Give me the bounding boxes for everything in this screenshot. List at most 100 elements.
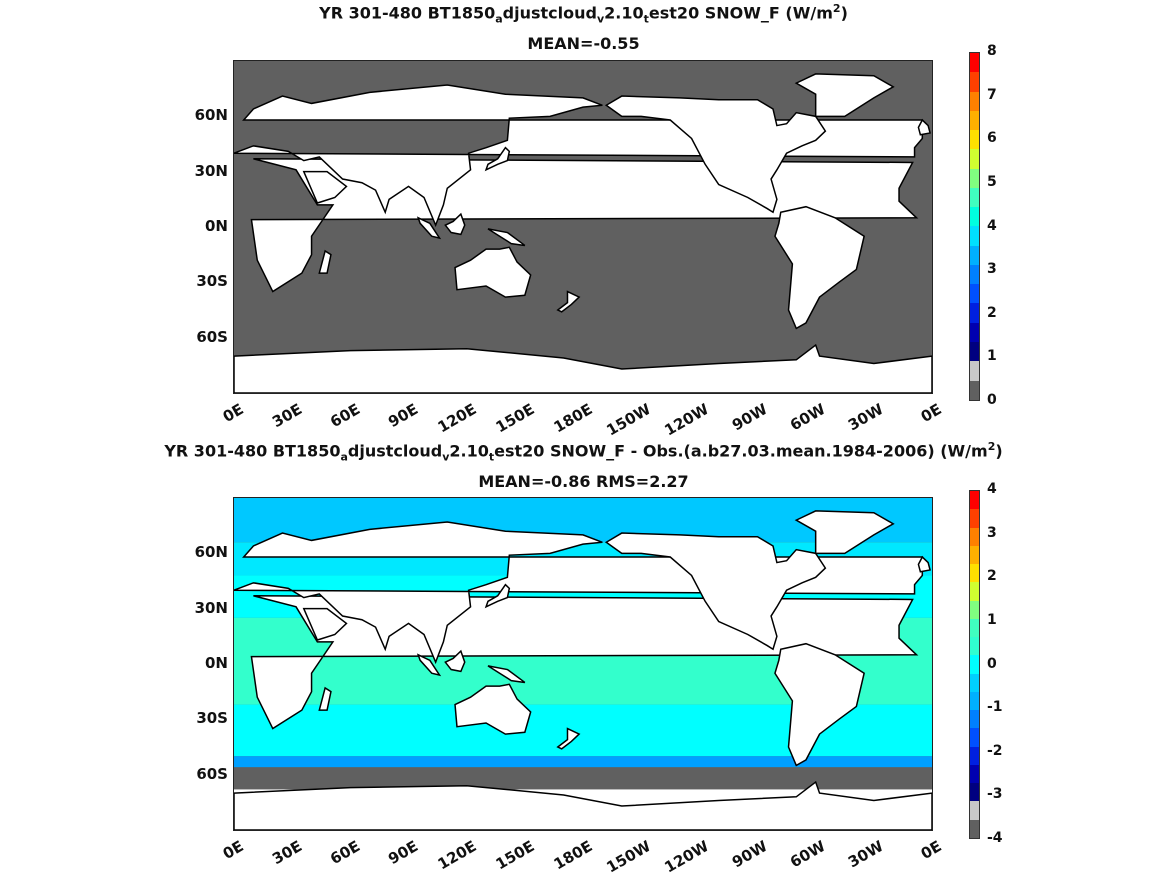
colorbar-segment xyxy=(970,130,979,150)
colorbar-tick-label: 2 xyxy=(987,304,997,321)
lat-label: 30S xyxy=(196,272,228,291)
field-band-5 xyxy=(234,756,932,768)
colorbar-tick-label: 4 xyxy=(987,217,997,234)
landmass-13 xyxy=(917,118,931,136)
panel1-subtitle: MEAN=-0.55 xyxy=(527,34,640,53)
colorbar-tick-label: 2 xyxy=(987,568,997,585)
lon-label: 90W xyxy=(729,400,771,435)
lat-label: 0N xyxy=(205,654,228,672)
colorbar-tick-label: 0 xyxy=(987,655,997,672)
lon-label: 0E xyxy=(220,400,247,426)
panel2-subtitle: MEAN=-0.86 RMS=2.27 xyxy=(478,472,689,491)
landmass-12 xyxy=(556,290,581,313)
colorbar-segment xyxy=(970,361,979,381)
lat-label: 30N xyxy=(194,161,228,180)
landmass-8 xyxy=(484,583,511,609)
colorbar-segment xyxy=(970,226,979,246)
panel1-colorbar xyxy=(969,52,980,401)
colorbar-segment xyxy=(970,564,979,583)
landmass-5 xyxy=(794,510,895,555)
landmass-4 xyxy=(604,95,827,214)
colorbar-tick-label: 0 xyxy=(987,392,997,408)
landmass-4 xyxy=(604,532,827,651)
colorbar-segment xyxy=(970,691,979,710)
colorbar-segment xyxy=(970,673,979,692)
colorbar-tick-label: 6 xyxy=(987,130,997,147)
colorbar-segment xyxy=(970,637,979,656)
colorbar-tick-label: -4 xyxy=(987,830,1003,846)
lon-label: 120E xyxy=(434,400,480,437)
lon-label: 150E xyxy=(492,837,538,874)
lon-label: 90E xyxy=(385,400,422,432)
lat-label: 60S xyxy=(196,327,228,346)
lon-label: 0E xyxy=(918,400,945,426)
landmass-13 xyxy=(917,555,931,573)
landmass-12 xyxy=(556,727,581,750)
colorbar-segment xyxy=(970,710,979,729)
landmass-11 xyxy=(487,665,526,684)
lat-label: 60N xyxy=(194,106,228,125)
colorbar-segment xyxy=(970,168,979,188)
colorbar-segment xyxy=(970,110,979,131)
colorbar-segment xyxy=(970,149,979,169)
landmass-2 xyxy=(302,607,348,641)
lon-label: 0E xyxy=(220,837,247,863)
panel2-title: YR 301-480 BT1850adjustcloudv2.10test20 … xyxy=(164,440,1003,464)
panel2-map xyxy=(233,497,933,831)
colorbar-segment xyxy=(970,322,979,342)
colorbar-segment xyxy=(970,509,979,528)
landmass-3 xyxy=(454,683,532,735)
colorbar-tick-label: 8 xyxy=(987,43,997,59)
lon-label: 120W xyxy=(661,837,713,877)
lon-label: 150E xyxy=(492,400,538,437)
colorbar-tick-label: 4 xyxy=(987,481,997,497)
lon-label: 30E xyxy=(269,837,306,869)
panel2-colorbar xyxy=(969,490,980,839)
colorbar-tick-label: 7 xyxy=(987,86,997,103)
landmass-9 xyxy=(444,649,466,673)
colorbar-segment xyxy=(970,245,979,265)
colorbar-segment xyxy=(970,187,979,208)
colorbar-segment xyxy=(970,72,979,92)
colorbar-segment xyxy=(970,746,979,765)
lat-label: 30N xyxy=(194,598,228,617)
lon-label: 30E xyxy=(269,400,306,432)
landmass-6 xyxy=(774,205,865,330)
lon-label: 30W xyxy=(845,837,887,872)
landmass-10 xyxy=(416,653,442,677)
lon-label: 90W xyxy=(729,837,771,872)
lon-label: 60W xyxy=(787,400,829,435)
colorbar-segment xyxy=(970,801,979,820)
lat-label: 0N xyxy=(205,217,228,235)
colorbar-segment xyxy=(970,728,979,747)
colorbar-tick-label: 5 xyxy=(987,173,997,190)
colorbar-segment xyxy=(970,303,979,323)
lon-label: 30W xyxy=(845,400,887,435)
field-band-6 xyxy=(234,767,932,790)
lon-label: 90E xyxy=(385,837,422,869)
panel2-map-svg xyxy=(234,498,932,830)
colorbar-segment xyxy=(970,207,979,227)
colorbar-segment xyxy=(970,527,979,546)
colorbar-segment xyxy=(970,582,979,601)
colorbar-segment xyxy=(970,618,979,637)
lat-label: 60S xyxy=(196,764,228,783)
colorbar-segment xyxy=(970,380,979,400)
colorbar-tick-label: 1 xyxy=(987,348,997,365)
landmass-14 xyxy=(318,249,332,274)
colorbar-tick-label: -2 xyxy=(987,742,1003,759)
landmass-14 xyxy=(318,686,332,711)
colorbar-segment xyxy=(970,819,979,838)
colorbar-tick-label: 1 xyxy=(987,611,997,628)
colorbar-tick-label: 3 xyxy=(987,261,997,278)
landmass-11 xyxy=(487,228,526,247)
landmass-2 xyxy=(302,170,348,204)
lat-label: 60N xyxy=(194,543,228,562)
lon-label: 180E xyxy=(551,837,596,874)
lon-label: 120W xyxy=(661,400,713,440)
colorbar-tick-label: -3 xyxy=(987,786,1003,803)
colorbar-segment xyxy=(970,545,979,564)
landmass-8 xyxy=(484,146,511,172)
lon-label: 120E xyxy=(434,837,480,874)
panel1-title: YR 301-480 BT1850adjustcloudv2.10test20 … xyxy=(319,2,848,26)
